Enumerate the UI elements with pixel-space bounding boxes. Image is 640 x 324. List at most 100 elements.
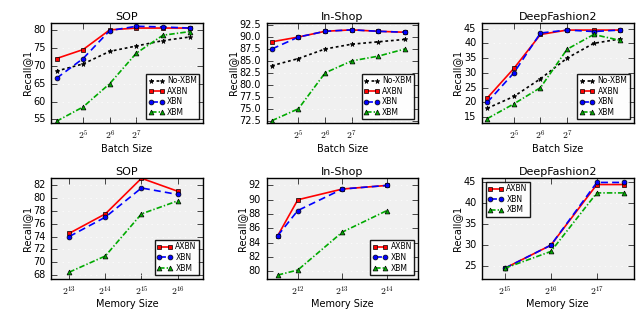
XBN (616, 28, 624, 32)
Line: XBN: XBN (275, 183, 389, 238)
XBM (374, 54, 382, 58)
No-XBM (536, 77, 544, 81)
AXBN (106, 28, 113, 32)
XBN (483, 100, 491, 104)
No-XBM (401, 38, 409, 41)
AXBN (274, 234, 282, 237)
Line: AXBN: AXBN (275, 183, 389, 238)
XBN (547, 243, 555, 247)
AXBN (501, 266, 509, 270)
XBM (536, 86, 544, 89)
XBN (510, 71, 518, 75)
No-XBM (483, 106, 491, 110)
AXBN (294, 35, 302, 39)
XBM (268, 119, 276, 122)
XBN (106, 29, 113, 32)
Line: AXBN: AXBN (54, 26, 192, 61)
AXBN (321, 29, 329, 33)
Y-axis label: Recall@1: Recall@1 (452, 206, 463, 251)
AXBN (374, 29, 382, 33)
XBM (294, 268, 301, 272)
XBM (593, 191, 601, 195)
Legend: No-XBM, AXBN, XBN, XBM: No-XBM, AXBN, XBN, XBM (577, 74, 630, 119)
XBN (294, 209, 301, 213)
No-XBM (132, 44, 140, 48)
XBN (138, 186, 145, 190)
XBN (401, 30, 409, 34)
AXBN (159, 26, 167, 30)
Line: XBM: XBM (54, 29, 192, 124)
XBM (186, 30, 193, 34)
XBM (65, 270, 73, 274)
Y-axis label: Recall@1: Recall@1 (237, 206, 247, 251)
AXBN (383, 183, 391, 187)
Line: No-XBM: No-XBM (54, 35, 192, 74)
Title: DeepFashion2: DeepFashion2 (518, 12, 597, 22)
XBN (274, 234, 282, 237)
Line: XBM: XBM (67, 199, 180, 275)
Legend: AXBN, XBN, XBM: AXBN, XBN, XBM (155, 240, 199, 275)
AXBN (510, 66, 518, 70)
AXBN (536, 32, 544, 36)
XBM (563, 47, 571, 51)
Title: In-Shop: In-Shop (321, 12, 364, 22)
Legend: AXBN, XBN, XBM: AXBN, XBN, XBM (486, 182, 530, 217)
No-XBM (510, 95, 518, 98)
No-XBM (159, 39, 167, 42)
Line: XBM: XBM (485, 32, 623, 121)
No-XBM (563, 56, 571, 60)
Line: No-XBM: No-XBM (269, 37, 407, 68)
No-XBM (186, 35, 193, 39)
Y-axis label: Recall@1: Recall@1 (228, 50, 238, 96)
XBM (106, 82, 113, 86)
Line: XBN: XBN (485, 28, 623, 105)
No-XBM (374, 40, 382, 44)
XBN (186, 26, 193, 30)
XBN (268, 47, 276, 51)
AXBN (138, 176, 145, 180)
No-XBM (52, 69, 60, 73)
XBM (159, 33, 167, 37)
Legend: No-XBM, AXBN, XBN, XBM: No-XBM, AXBN, XBN, XBM (362, 74, 415, 119)
AXBN (590, 28, 598, 32)
Legend: AXBN, XBN, XBM: AXBN, XBN, XBM (370, 240, 415, 275)
AXBN (593, 183, 601, 187)
XBN (339, 187, 346, 191)
XBM (173, 199, 181, 203)
XBN (65, 235, 73, 238)
XBM (274, 273, 282, 277)
XBM (79, 105, 87, 109)
XBN (294, 35, 302, 39)
XBN (383, 183, 391, 187)
Title: DeepFashion2: DeepFashion2 (518, 168, 597, 178)
AXBN (620, 183, 628, 187)
AXBN (79, 48, 87, 52)
Line: AXBN: AXBN (67, 176, 180, 236)
Line: XBN: XBN (502, 180, 626, 271)
XBM (620, 191, 628, 195)
AXBN (563, 28, 571, 32)
Title: SOP: SOP (116, 12, 138, 22)
No-XBM (590, 41, 598, 45)
XBM (483, 117, 491, 121)
AXBN (132, 26, 140, 30)
Line: XBM: XBM (275, 208, 389, 277)
Y-axis label: Recall@1: Recall@1 (452, 50, 463, 96)
XBM (102, 254, 109, 258)
AXBN (339, 187, 346, 191)
XBM (348, 59, 356, 63)
XBM (547, 249, 555, 253)
AXBN (294, 198, 301, 202)
X-axis label: Memory Size: Memory Size (96, 299, 158, 309)
AXBN (483, 96, 491, 100)
XBM (401, 47, 409, 51)
Line: XBN: XBN (67, 186, 180, 239)
No-XBM (348, 42, 356, 46)
XBN (132, 24, 140, 28)
XBM (501, 266, 509, 270)
AXBN (547, 243, 555, 247)
XBM (132, 51, 140, 55)
XBM (321, 71, 329, 75)
XBM (294, 107, 302, 111)
XBN (620, 180, 628, 184)
